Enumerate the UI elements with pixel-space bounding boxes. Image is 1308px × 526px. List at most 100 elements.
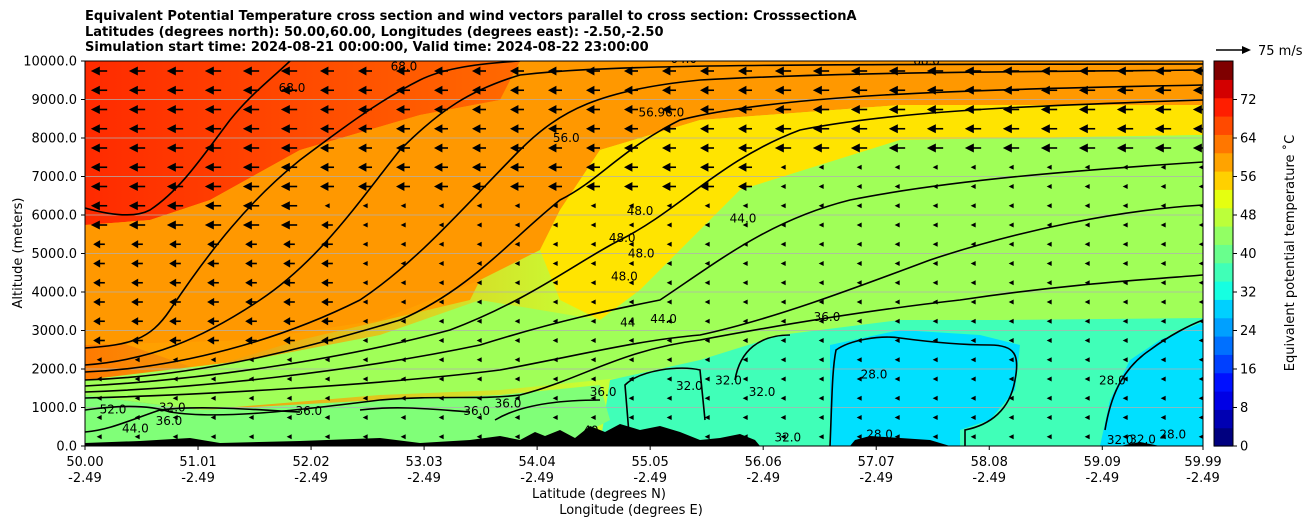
wind-vector (1160, 280, 1166, 286)
wind-vector (666, 299, 672, 305)
wind-vector (476, 241, 482, 247)
wind-vector (628, 241, 634, 247)
wind-vector (1122, 299, 1128, 305)
wind-vector (438, 395, 444, 401)
wind-vector (704, 261, 710, 266)
colorbar-label: Equivalent potential temperature ˚C (1282, 135, 1298, 371)
wind-vector (514, 357, 520, 363)
wind-vector (624, 124, 638, 134)
wind-vector (926, 85, 944, 95)
wind-vector (438, 434, 444, 440)
wind-vector (812, 85, 830, 95)
wind-vector (1008, 280, 1014, 286)
wind-vector (818, 434, 824, 440)
wind-vector (169, 259, 181, 268)
colorbar-swatch (1214, 61, 1233, 80)
wind-vector (552, 222, 558, 228)
wind-vector (1046, 395, 1052, 401)
wind-vector (590, 376, 596, 382)
wind-vector (286, 357, 292, 363)
wind-vector (320, 143, 334, 153)
wind-vector (204, 201, 222, 211)
wind-vector (96, 376, 102, 382)
wind-vector (812, 105, 830, 114)
wind-vector (628, 318, 634, 324)
wind-vector (93, 259, 105, 268)
contour-label: 36.0 (814, 310, 841, 324)
wind-vector (90, 124, 108, 134)
wind-vector (780, 338, 786, 343)
y-axis: 0.0 1000.0 2000.0 3000.0 4000.0 5000.0 6000.0 7… (23, 55, 85, 455)
wind-vector (242, 162, 260, 172)
wind-vector (1160, 184, 1166, 189)
wind-vector (96, 357, 102, 363)
contour-label: 40 (583, 423, 598, 437)
wind-vector (742, 222, 748, 228)
wind-vector (1046, 357, 1052, 363)
wind-vector (172, 357, 178, 363)
wind-vector (780, 164, 786, 170)
contour-label: 36.0 (590, 385, 617, 399)
wind-vector (1116, 105, 1134, 114)
wind-vector (1084, 415, 1090, 420)
x-tick-label-lat: 57.07 (858, 455, 895, 470)
wind-vector (283, 317, 295, 326)
wind-vector (1046, 164, 1052, 170)
wind-vector (400, 299, 406, 305)
wind-vector (932, 164, 938, 170)
wind-vector (888, 66, 906, 76)
wind-vector (96, 415, 102, 420)
terrain (85, 424, 1160, 446)
wind-vector (172, 376, 178, 382)
x-tick-label-lat: 55.05 (632, 455, 669, 470)
wind-vector (1008, 357, 1014, 363)
wind-vector (472, 105, 486, 114)
wind-vector (552, 261, 558, 266)
wind-vector (628, 415, 634, 420)
wind-vector (204, 124, 222, 134)
wind-vector (93, 297, 105, 307)
wind-vector (472, 66, 486, 76)
wind-vector (169, 297, 181, 307)
wind-vector (552, 415, 558, 420)
wind-vector (552, 299, 558, 305)
wind-vector (548, 162, 562, 172)
wind-vector (1084, 222, 1090, 228)
wind-vector (774, 66, 792, 76)
y-tick-label: 9000.0 (32, 93, 78, 108)
wind-vector (590, 357, 596, 363)
wind-vector (700, 182, 714, 191)
wind-vector (128, 220, 146, 230)
wind-vector (324, 376, 330, 382)
wind-vector (438, 376, 444, 382)
wind-vector (1002, 66, 1020, 76)
wind-vector (245, 259, 257, 268)
wind-vector (283, 278, 295, 287)
wind-vector (850, 105, 868, 114)
wind-vector (818, 299, 824, 305)
wind-vector (1198, 299, 1203, 305)
wind-vector (358, 124, 372, 134)
wind-vector (894, 415, 900, 420)
wind-vector (128, 182, 146, 191)
wind-vector (280, 66, 298, 76)
contour-label: 36.0 (495, 397, 522, 411)
wind-vector (1084, 299, 1090, 305)
wind-vector (1116, 124, 1134, 134)
chart-title: Equivalent Potential Temperature cross s… (85, 9, 857, 56)
wind-vector (242, 201, 260, 211)
wind-vector (1008, 299, 1014, 305)
wind-vector (970, 184, 976, 189)
region-red-upper (85, 61, 520, 225)
wind-vector (624, 162, 638, 172)
wind-vector (169, 240, 181, 249)
colorbar-swatch (1214, 134, 1233, 154)
wind-vector (780, 184, 786, 189)
colorbar-tick-label: 48 (1240, 209, 1257, 224)
colorbar-tick-label: 24 (1240, 324, 1257, 339)
wind-vector (1198, 357, 1203, 362)
wind-vector (90, 105, 108, 114)
wind-vector (590, 434, 596, 440)
contour-label: 68.0 (913, 54, 940, 68)
